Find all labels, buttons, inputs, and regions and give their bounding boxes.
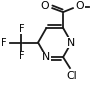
Text: F: F — [19, 51, 24, 61]
Text: O: O — [41, 1, 49, 11]
Text: O: O — [76, 1, 85, 11]
Text: Cl: Cl — [67, 71, 77, 81]
Text: F: F — [1, 38, 7, 48]
Text: N: N — [67, 38, 76, 48]
Text: F: F — [19, 24, 24, 34]
Text: N: N — [42, 52, 51, 62]
